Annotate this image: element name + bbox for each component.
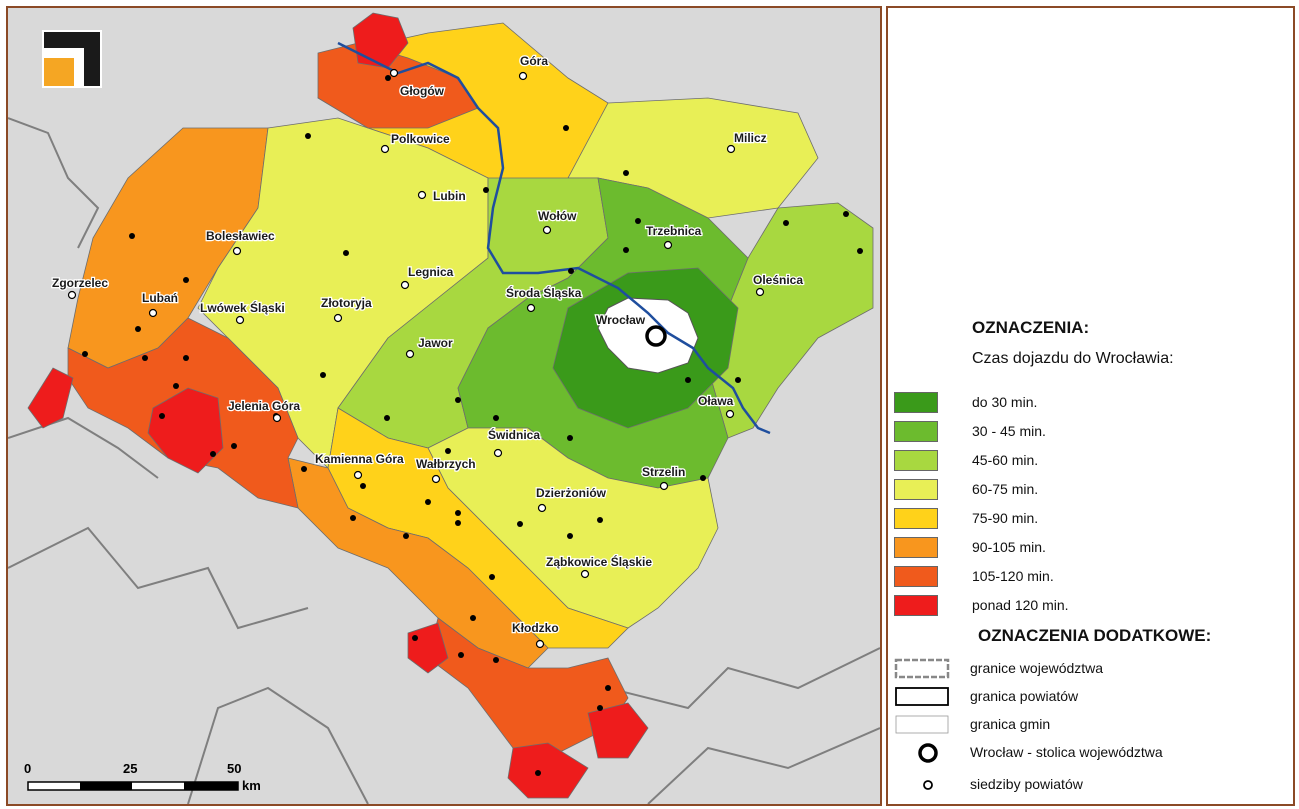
- legend-item: do 30 min.: [894, 392, 1274, 414]
- map-panel[interactable]: Góra Głogów Polkowice Milicz Lubin Wołów…: [6, 6, 882, 806]
- legend-swatch: [894, 566, 938, 587]
- legend-item: 60-75 min.: [894, 479, 1274, 501]
- city-label: Kamienna Góra: [315, 452, 404, 466]
- city-label: Głogów: [400, 84, 445, 98]
- city-label: Legnica: [408, 265, 454, 279]
- scale-label-50: 50: [227, 761, 241, 776]
- wroclaw-capital-marker[interactable]: [645, 325, 667, 347]
- city-label: Bolesławiec: [206, 229, 275, 243]
- legend-swatch: [894, 479, 938, 500]
- legend-panel: OZNACZENIA: Czas dojazdu do Wrocławia: d…: [886, 6, 1295, 806]
- county-border-icon: [895, 687, 949, 706]
- city-label: Kłodzko: [512, 621, 559, 635]
- zone-over-120-jelenia: [147, 387, 224, 474]
- city-label: Polkowice: [391, 132, 450, 146]
- scale-label-25: 25: [123, 761, 137, 776]
- legend-title: OZNACZENIA:: [972, 318, 1090, 337]
- city-label: Złotoryja: [321, 296, 372, 310]
- legend-label: 105-120 min.: [972, 568, 1054, 584]
- county-seat-markers: [82, 75, 863, 776]
- legend-swatch: [894, 595, 938, 616]
- province-border-icon: [894, 658, 950, 679]
- zone-over-120-klodzko: [407, 622, 449, 674]
- legend-label: 30 - 45 min.: [972, 423, 1046, 439]
- city-label: Świdnica: [488, 427, 540, 442]
- city-label: Lwówek Śląski: [200, 300, 285, 315]
- extra-legend-item: granica powiatów: [894, 686, 1284, 708]
- zone-over-120-south: [507, 742, 589, 799]
- extra-legend-label: granica gmin: [970, 716, 1051, 732]
- city-label: Lubin: [433, 189, 466, 203]
- city-label: Wołów: [538, 209, 577, 223]
- legend-label: do 30 min.: [972, 394, 1038, 410]
- legend-label: 45-60 min.: [972, 452, 1039, 468]
- travel-time-zones: [27, 12, 874, 799]
- legend-item: 105-120 min.: [894, 566, 1274, 588]
- city-label: Jawor: [418, 336, 453, 350]
- extra-legend-item: granice województwa: [894, 658, 1284, 680]
- neighbor-borders: [8, 117, 880, 804]
- zone-90-105-south: [287, 457, 549, 669]
- legend-item: 75-90 min.: [894, 508, 1274, 530]
- city-label: Dzierżoniów: [536, 486, 607, 500]
- city-label: Góra: [520, 54, 548, 68]
- legend-swatch: [894, 508, 938, 529]
- legend-label: ponad 120 min.: [972, 597, 1069, 613]
- legend-label: 90-105 min.: [972, 539, 1046, 555]
- odra-river: [337, 41, 771, 435]
- extra-legend-item: siedziby powiatów: [894, 774, 1284, 796]
- city-label: Trzebnica: [646, 224, 702, 238]
- city-label: Wrocław: [596, 313, 646, 327]
- zone-over-120-north: [352, 12, 409, 69]
- map-canvas: Góra Głogów Polkowice Milicz Lubin Wołów…: [8, 12, 880, 804]
- zone-over-120-west: [27, 367, 74, 429]
- extra-legend-item: granica gmin: [894, 714, 1284, 736]
- city-label: Wałbrzych: [416, 457, 476, 471]
- legend-item: ponad 120 min.: [894, 595, 1274, 617]
- city-markers: [67, 68, 765, 649]
- legend-item: 30 - 45 min.: [894, 421, 1274, 443]
- city-label: Środa Śląska: [506, 285, 582, 300]
- legend-label: 60-75 min.: [972, 481, 1039, 497]
- city-label: Ząbkowice Śląskie: [546, 554, 652, 569]
- commune-border-icon: [895, 715, 949, 734]
- zone-over-120-southeast: [587, 702, 649, 759]
- city-labels: Góra Głogów Polkowice Milicz Lubin Wołów…: [51, 53, 805, 637]
- legend-label: 75-90 min.: [972, 510, 1039, 526]
- legend-swatch: [894, 537, 938, 558]
- extra-legend-label: siedziby powiatów: [970, 776, 1083, 792]
- county-seat-icon: [923, 780, 933, 790]
- city-label: Oleśnica: [753, 273, 803, 287]
- extra-legend-label: granica powiatów: [970, 688, 1079, 704]
- legend-item: 90-105 min.: [894, 537, 1274, 559]
- city-label: Milicz: [734, 131, 767, 145]
- extra-legend-item: Wrocław - stolica województwa: [894, 742, 1284, 764]
- city-label: Strzelin: [642, 465, 685, 479]
- legend-swatch: [894, 392, 938, 413]
- scale-bar: 0 25 50 km: [24, 761, 261, 793]
- legend-swatch: [894, 450, 938, 471]
- legend-subtitle: Czas dojazdu do Wrocławia:: [972, 350, 1174, 367]
- city-label: Oława: [698, 394, 734, 408]
- city-label: Jelenia Góra: [228, 399, 300, 413]
- scale-unit: km: [242, 778, 261, 793]
- logo: [42, 30, 102, 88]
- legend-swatch: [894, 421, 938, 442]
- capital-circle-icon: [918, 743, 938, 763]
- extra-legend-label: granice województwa: [970, 660, 1104, 676]
- city-label: Lubań: [142, 291, 178, 305]
- scale-label-0: 0: [24, 761, 31, 776]
- extra-legend-title: OZNACZENIA DODATKOWE:: [978, 626, 1212, 645]
- extra-legend-label: Wrocław - stolica województwa: [970, 744, 1163, 760]
- legend-item: 45-60 min.: [894, 450, 1274, 472]
- city-label: Zgorzelec: [52, 276, 108, 290]
